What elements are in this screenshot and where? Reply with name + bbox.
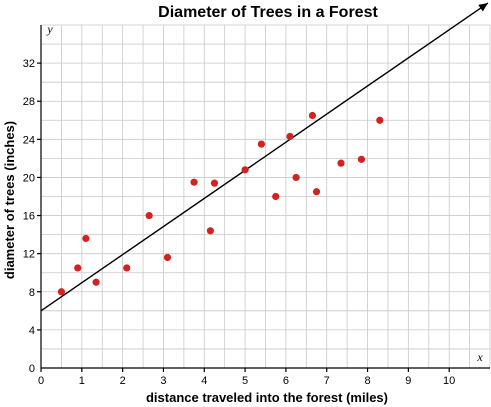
data-point [286, 132, 294, 141]
data-point [241, 166, 249, 174]
data-point [272, 192, 280, 201]
x-axis-label: distance traveled into the forest (miles… [146, 390, 388, 405]
y-tick-label: 4 [29, 325, 35, 337]
y-variable-label: y [46, 22, 53, 36]
x-tick-label: 6 [283, 375, 289, 387]
data-point [57, 288, 66, 296]
y-tick-label: 0 [29, 363, 35, 375]
y-tick-label: 8 [29, 287, 35, 299]
y-tick-label: 20 [23, 172, 35, 184]
x-tick-label: 7 [324, 375, 330, 387]
data-point [308, 111, 317, 120]
data-point [92, 278, 100, 286]
trend-line-group [40, 2, 489, 312]
trend-line [40, 2, 489, 312]
data-points [57, 111, 384, 296]
data-point [257, 140, 266, 148]
data-point [210, 179, 219, 187]
data-point [337, 159, 345, 167]
data-point [206, 227, 214, 235]
data-point [312, 188, 321, 196]
y-axis-label: diameter of trees (inches) [2, 121, 17, 279]
data-point [357, 155, 366, 163]
x-tick-label: 0 [38, 375, 44, 387]
x-tick-label: 4 [201, 375, 207, 387]
y-tick-label: 16 [23, 211, 35, 223]
x-tick-label: 1 [79, 375, 85, 387]
x-tick-label: 2 [120, 375, 126, 387]
x-tick-labels: 0 1 2 3 4 5 6 7 8 9 10 [38, 368, 455, 387]
data-point [376, 116, 384, 124]
grid [40, 24, 491, 369]
x-tick-label: 5 [242, 375, 248, 387]
y-tick-label: 28 [23, 96, 35, 108]
data-point [292, 173, 300, 182]
y-tick-labels: 0 4 8 12 16 20 24 28 32 [23, 58, 41, 375]
data-point [163, 253, 172, 262]
data-point [123, 264, 131, 272]
x-variable-label: x [476, 350, 483, 364]
data-point [82, 234, 90, 243]
trend-line-arrowhead [478, 3, 488, 12]
data-point [145, 211, 153, 220]
y-tick-label: 12 [23, 249, 35, 261]
x-tick-label: 10 [443, 375, 455, 387]
x-tick-label: 3 [160, 375, 166, 387]
y-tick-label: 32 [23, 58, 35, 70]
data-point [74, 264, 82, 272]
data-point [190, 178, 198, 186]
y-tick-label: 24 [23, 134, 35, 146]
x-tick-label: 9 [405, 375, 411, 387]
x-tick-label: 8 [364, 375, 370, 387]
chart-title: Diameter of Trees in a Forest [158, 4, 378, 21]
